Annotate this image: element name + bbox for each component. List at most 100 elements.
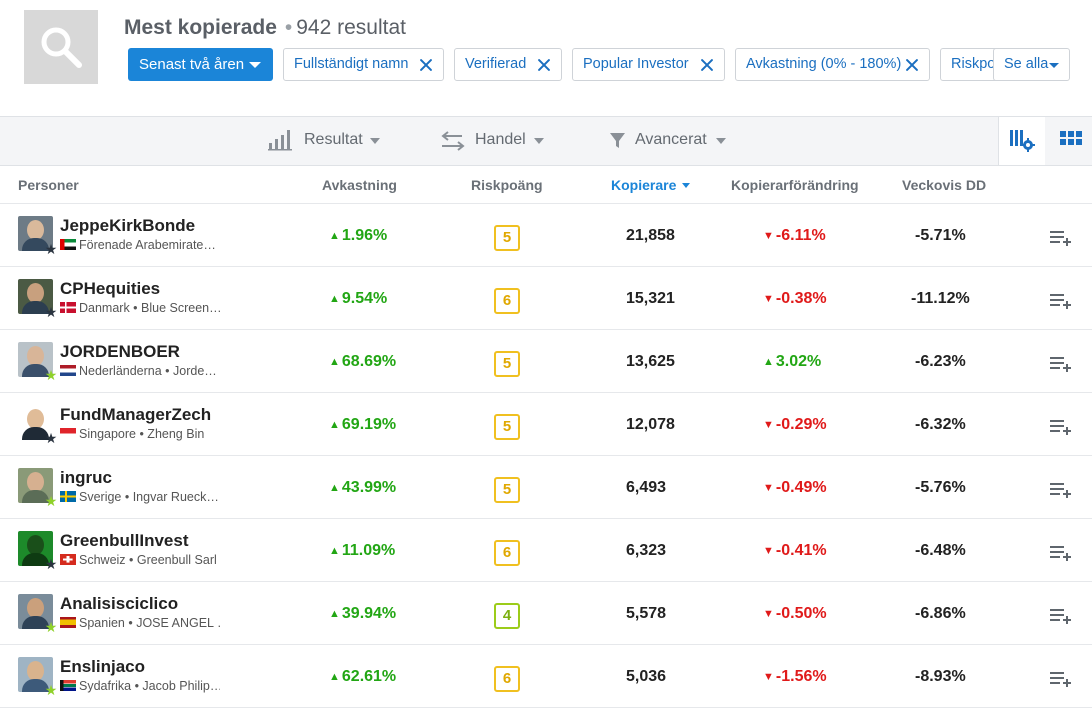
filter-funnel-icon — [610, 133, 625, 148]
column-header-weekly-dd[interactable]: Veckovis DD — [902, 177, 987, 193]
star-icon: ★ — [44, 241, 58, 257]
gain-text: 9.54% — [341, 290, 388, 307]
avatar[interactable] — [18, 531, 53, 566]
close-icon[interactable] — [700, 58, 714, 72]
arrow-up-icon: ▲ — [329, 545, 340, 557]
table-row[interactable]: ★ CPHequities Danmark • Blue Screen… ▲ 9.54%… — [0, 267, 1092, 330]
close-icon[interactable] — [905, 58, 919, 72]
risk-score-badge: 6 — [494, 288, 520, 314]
avatar[interactable] — [18, 216, 53, 251]
user-location: Singapore • Zheng Bin — [60, 427, 220, 441]
table-row[interactable]: ★ JORDENBOER Nederländerna • Jorde… ▲ 68.69%… — [0, 330, 1092, 393]
title-separator: • — [284, 16, 293, 39]
copiers-change-text: -0.38% — [775, 290, 827, 307]
filter-chip-gain-range[interactable]: Avkastning (0% - 180%) — [735, 48, 930, 81]
see-all-filters-button[interactable]: Se alla — [993, 48, 1070, 81]
table-row[interactable]: ★ Enslinjaco Sydafrika • Jacob Philip… ▲ 62.… — [0, 645, 1092, 708]
username[interactable]: Analisisciclico — [60, 594, 179, 613]
close-icon[interactable] — [419, 58, 433, 72]
arrow-up-icon: ▲ — [329, 293, 340, 305]
filter-chip-label: Fullständigt namn — [294, 56, 409, 72]
user-location: Sydafrika • Jacob Philip… — [60, 679, 220, 693]
grid-view-button[interactable] — [1046, 117, 1092, 165]
see-all-label: Se alla — [1004, 56, 1049, 72]
period-dropdown-button[interactable]: Senast två åren — [128, 48, 273, 81]
table-row[interactable]: ★ ingruc Sverige • Ingvar Rueck… ▲ 43.99% 5 6,… — [0, 456, 1092, 519]
column-header-risk[interactable]: Riskpoäng — [471, 177, 543, 193]
username[interactable]: CPHequities — [60, 279, 161, 298]
add-to-list-icon[interactable] — [1050, 671, 1072, 687]
username[interactable]: JORDENBOER — [60, 342, 180, 361]
bar-chart-icon — [268, 130, 292, 151]
weekly-dd-value: -8.93% — [915, 668, 966, 685]
add-to-list-icon[interactable] — [1050, 293, 1072, 309]
column-header-copiers-change[interactable]: Kopierarförändring — [731, 177, 859, 193]
avatar-head — [27, 220, 44, 240]
username[interactable]: Enslinjaco — [60, 657, 146, 676]
gain-value: ▲ 68.69% — [329, 353, 396, 371]
gain-text: 1.96% — [341, 227, 388, 244]
add-to-list-icon[interactable] — [1050, 545, 1072, 561]
column-header-people[interactable]: Personer — [18, 177, 79, 193]
gain-value: ▲ 62.61% — [329, 668, 396, 686]
arrow-down-icon: ▼ — [763, 419, 774, 431]
table-row[interactable]: ★ Analisisciclico Spanien • JOSE ANGEL … ▲ 3… — [0, 582, 1092, 645]
table-header: Personer Avkastning Riskpoäng Kopierare … — [0, 166, 1092, 204]
username[interactable]: JeppeKirkBonde — [60, 216, 196, 235]
column-header-copiers-label: Kopierare — [611, 177, 677, 193]
avatar[interactable] — [18, 657, 53, 692]
add-to-list-icon[interactable] — [1050, 482, 1072, 498]
add-to-list-icon[interactable] — [1050, 356, 1072, 372]
user-location: Spanien • JOSE ANGEL … — [60, 616, 220, 630]
gain-text: 11.09% — [341, 542, 396, 559]
search-icon — [41, 27, 82, 68]
star-icon: ★ — [44, 430, 58, 446]
avatar-body — [22, 238, 49, 251]
results-menu[interactable]: Resultat — [268, 117, 386, 165]
filter-chip-label: Riskpoäng — [951, 56, 999, 72]
risk-score-badge: 4 — [494, 603, 520, 629]
table-row[interactable]: ★ GreenbullInvest Schweiz • Greenbull Sarl… — [0, 519, 1092, 582]
avatar[interactable] — [18, 405, 53, 440]
table-row[interactable]: ★ JeppeKirkBonde Förenade Arabemirate… ▲ 1.9… — [0, 204, 1092, 267]
username[interactable]: FundManagerZech — [60, 405, 212, 424]
country-flag-icon — [60, 554, 76, 565]
page-title-text: Mest kopierade — [124, 16, 277, 39]
avatar[interactable] — [18, 342, 53, 377]
filter-chip-verified[interactable]: Verifierad — [454, 48, 562, 81]
avatar[interactable] — [18, 279, 53, 314]
column-header-copiers[interactable]: Kopierare — [611, 177, 691, 193]
filter-chip-label: Popular Investor — [583, 56, 689, 72]
close-icon[interactable] — [537, 58, 551, 72]
avatar[interactable] — [18, 468, 53, 503]
gain-value: ▲ 9.54% — [329, 290, 387, 308]
arrow-up-icon: ▲ — [329, 230, 340, 242]
star-icon: ★ — [44, 682, 58, 698]
country-flag-icon — [60, 239, 76, 250]
filter-chip-full-name[interactable]: Fullständigt namn — [283, 48, 444, 81]
username[interactable]: ingruc — [60, 468, 112, 487]
risk-score-badge: 5 — [494, 414, 520, 440]
add-to-list-icon[interactable] — [1050, 419, 1072, 435]
table-row[interactable]: ★ FundManagerZech Singapore • Zheng Bin ▲ 69… — [0, 393, 1092, 456]
search-placeholder-image[interactable] — [24, 10, 98, 84]
trading-menu[interactable]: Handel — [440, 117, 550, 165]
star-icon: ★ — [44, 493, 58, 509]
location-text: Förenade Arabemirate… — [79, 238, 216, 252]
weekly-dd-value: -6.86% — [915, 605, 966, 622]
avatar[interactable] — [18, 594, 53, 629]
location-text: Schweiz • Greenbull Sarl — [79, 553, 217, 567]
column-settings-button[interactable] — [999, 117, 1045, 165]
filter-chip-popular-investor[interactable]: Popular Investor — [572, 48, 725, 81]
risk-score-badge: 5 — [494, 477, 520, 503]
gain-text: 69.19% — [341, 416, 397, 433]
filter-chip-risk-score[interactable]: Riskpoäng — [940, 48, 1000, 81]
advanced-menu[interactable]: Avancerat — [609, 117, 734, 165]
add-to-list-icon[interactable] — [1050, 230, 1072, 246]
column-header-gain[interactable]: Avkastning — [322, 177, 397, 193]
add-to-list-icon[interactable] — [1050, 608, 1072, 624]
username[interactable]: GreenbullInvest — [60, 531, 189, 550]
arrow-down-icon: ▼ — [763, 230, 774, 242]
copiers-change-value: ▼ -0.29% — [763, 416, 827, 434]
user-location: Nederländerna • Jorde… — [60, 364, 220, 378]
